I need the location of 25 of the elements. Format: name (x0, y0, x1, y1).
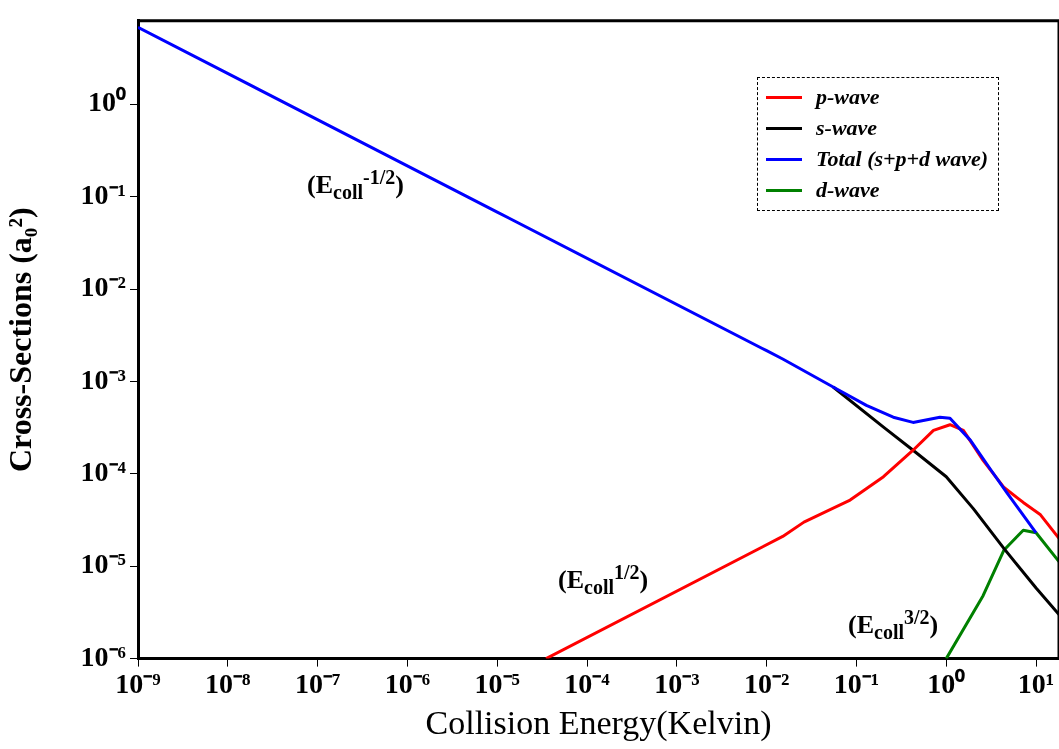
legend-label: d-wave (816, 177, 880, 204)
x-tick-label: 10⁰ (927, 667, 966, 699)
y-tick-label: 10⁰ (88, 86, 126, 118)
x-tick-label: 10¹ (1017, 667, 1055, 699)
x-tick-label: 10⁻⁸ (205, 667, 251, 699)
annotation: (E$_{coll}$$^{-1/2}$) (307, 165, 404, 205)
x-tick-label: 10⁻¹ (833, 667, 880, 699)
y-tick-label: 10⁻³ (80, 363, 126, 395)
x-tick-label: 10⁻⁷ (294, 667, 341, 699)
x-tick-label: 10⁻⁶ (384, 667, 431, 699)
legend-label: p-wave (816, 84, 880, 111)
y-tick-label: 10⁻⁴ (80, 456, 127, 488)
y-tick-label: 10⁻⁵ (80, 548, 126, 580)
x-tick-label: 10⁻⁴ (564, 667, 611, 699)
x-axis-title: Collision Energy(Kelvin) (425, 703, 772, 742)
legend-label: Total (s+p+d wave) (816, 146, 989, 173)
x-tick-label: 10⁻³ (654, 667, 700, 699)
annotation: (E$_{coll}$$^{1/2}$) (558, 560, 649, 600)
y-axis-title: Cross-Sections (a₀²) (2, 207, 39, 473)
annotation: (E$_{coll}$$^{3/2}$) (848, 605, 939, 645)
x-tick-label: 10⁻² (743, 667, 790, 699)
x-tick-label: 10⁻⁵ (474, 667, 520, 699)
y-tick-label: 10⁻² (80, 271, 126, 303)
legend-label: s-wave (816, 115, 878, 142)
y-tick-label: 10⁻¹ (80, 178, 126, 210)
